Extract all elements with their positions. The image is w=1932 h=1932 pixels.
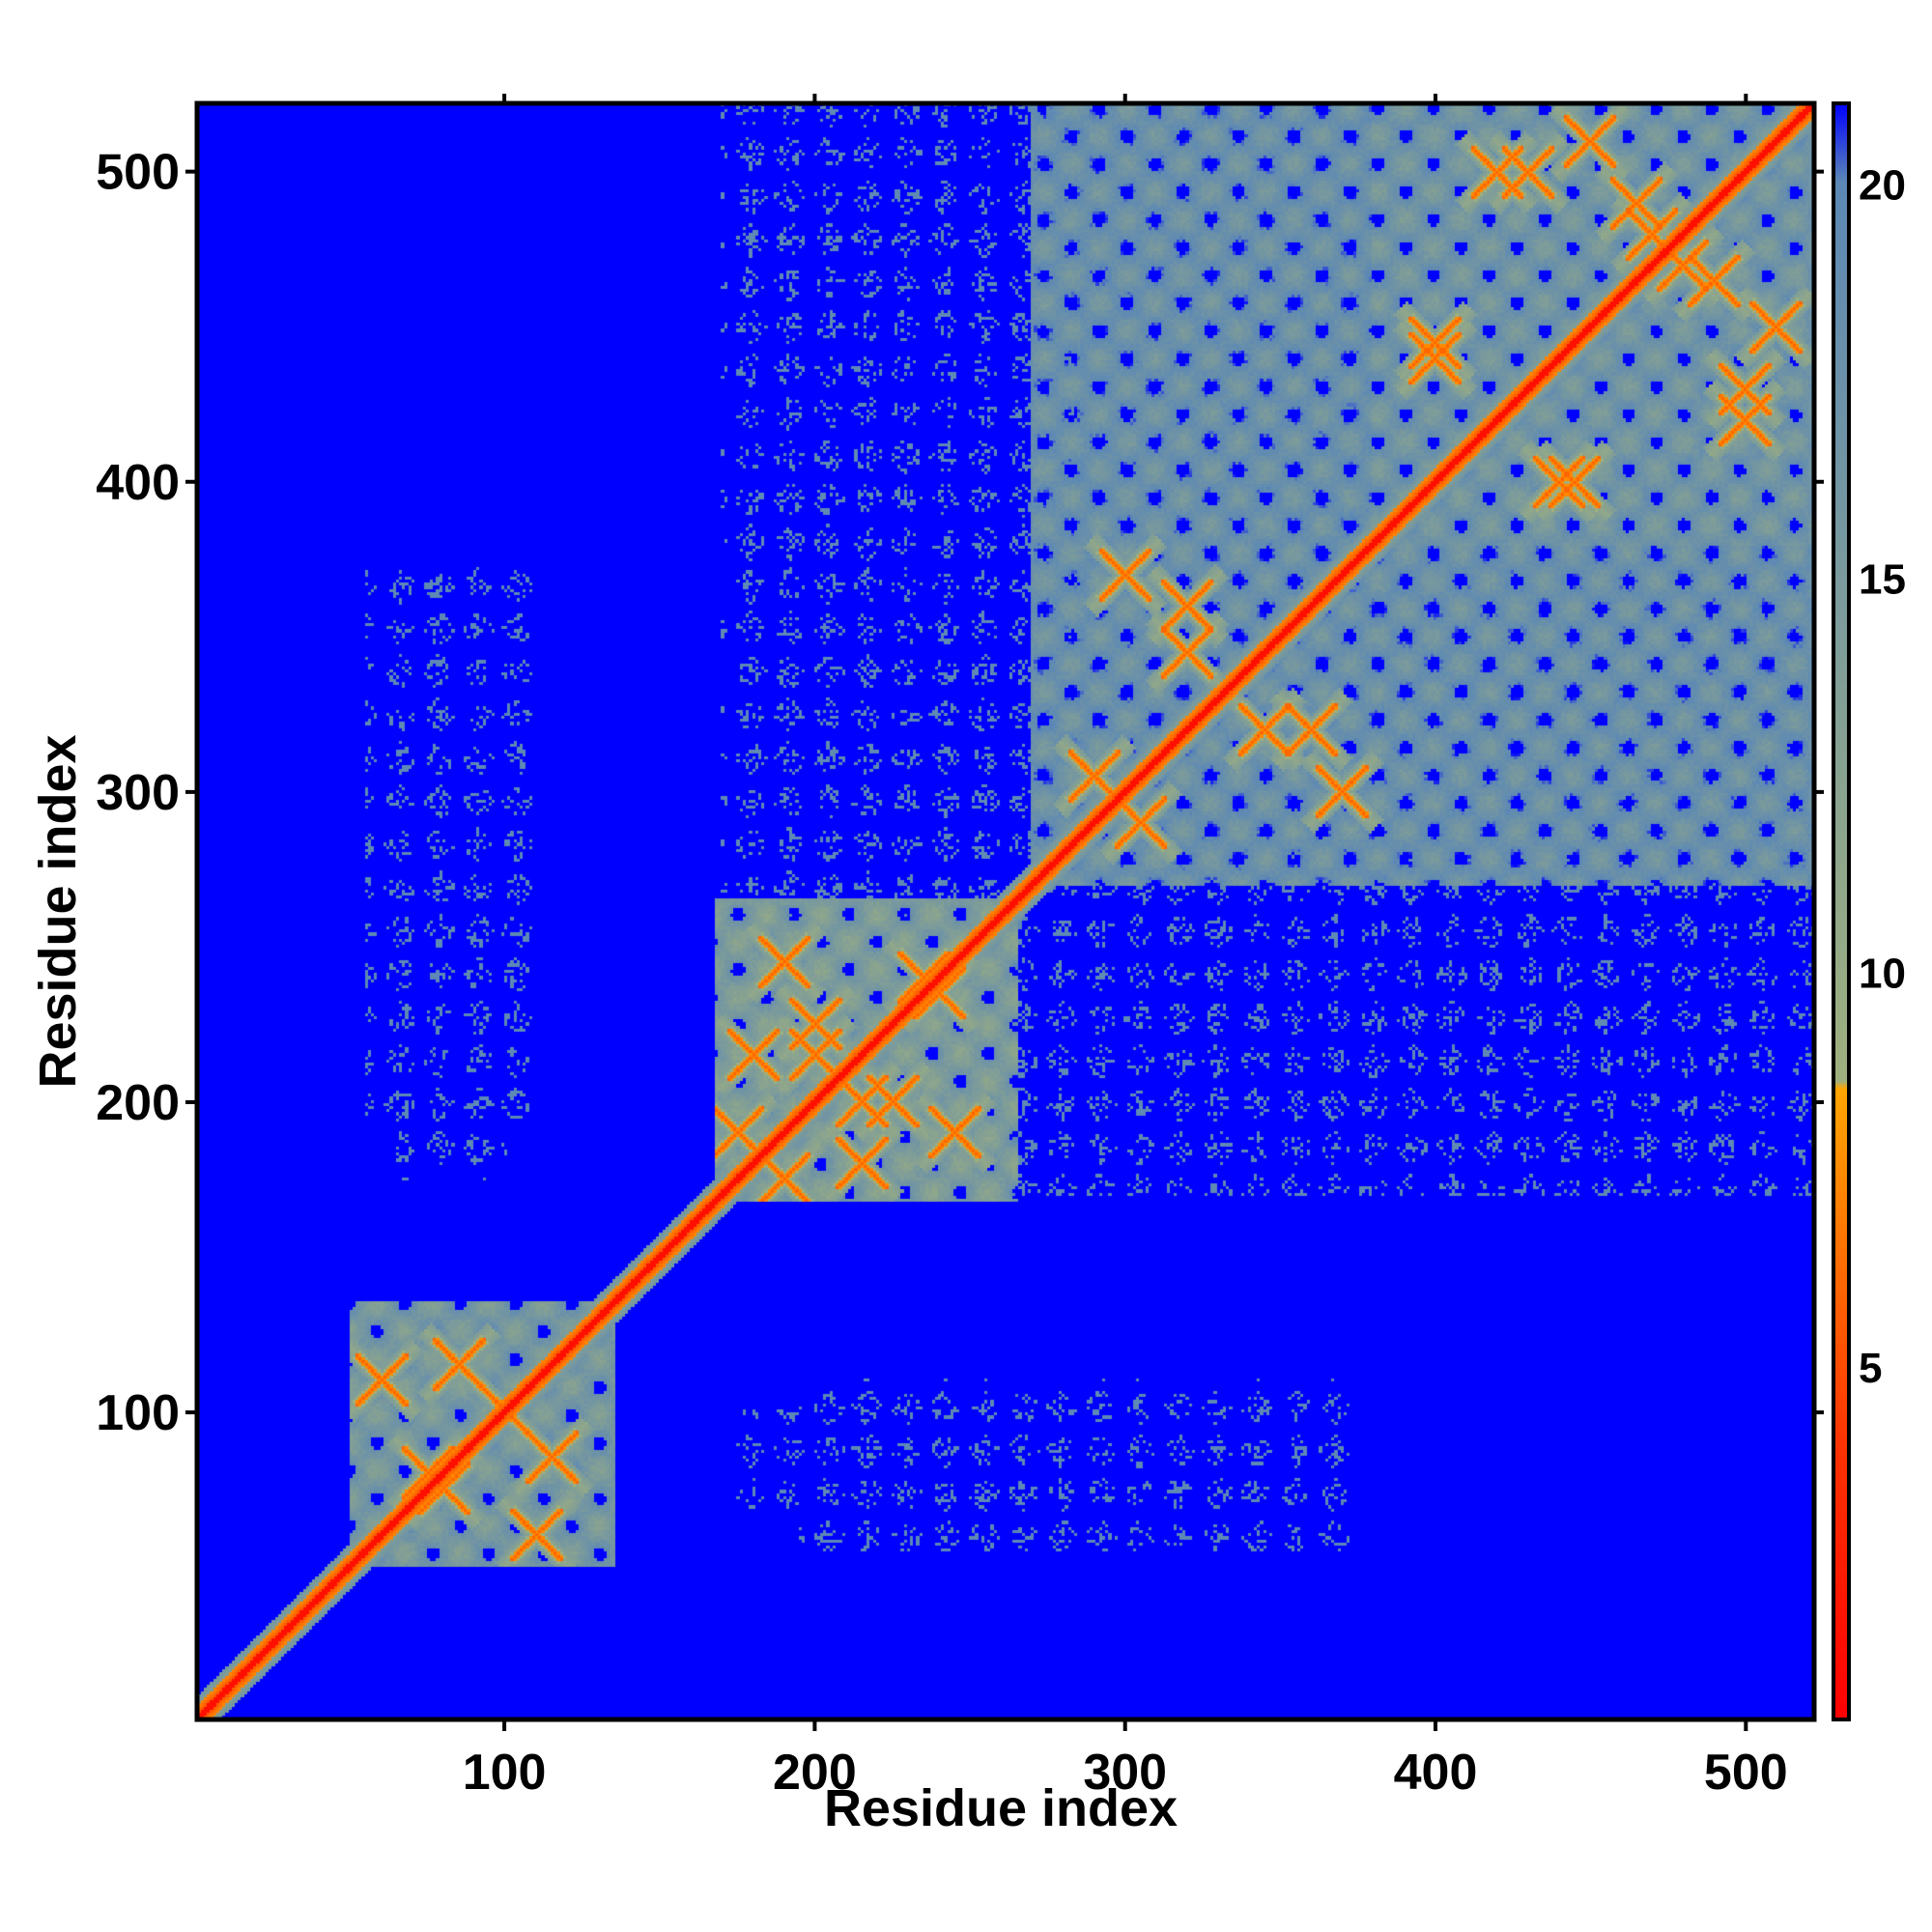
plot-frame: [194, 100, 1817, 1722]
y-tick-label: 400: [96, 455, 180, 511]
colorbar-tick-label: 5: [1859, 1345, 1882, 1392]
x-axis-label: Residue index: [824, 1779, 1178, 1837]
top-axis-ticks: [502, 94, 1748, 103]
colorbar: [1832, 101, 1851, 1721]
y-axis-label: Residue index: [29, 734, 87, 1088]
y-tick-label: 500: [96, 145, 180, 201]
x-tick-label: 200: [773, 1745, 857, 1801]
y-tick-label: 200: [96, 1075, 180, 1131]
heatmap-canvas: [197, 103, 1814, 1719]
colorbar-tick-label: 10: [1859, 951, 1906, 998]
y-tick-label: 100: [96, 1385, 180, 1441]
colorbar-tick-label: 20: [1859, 162, 1906, 210]
right-axis-ticks: [1814, 169, 1824, 1415]
x-tick-label: 300: [1083, 1745, 1167, 1801]
colorbar-tick-label: 15: [1859, 556, 1906, 604]
x-tick-label: 500: [1704, 1745, 1788, 1801]
x-tick-label: 400: [1394, 1745, 1478, 1801]
y-axis-ticks: 100 200 300 400 500: [96, 145, 197, 1441]
y-tick-label: 300: [96, 765, 180, 821]
heatmap-area: [197, 103, 1814, 1719]
x-tick-label: 100: [463, 1745, 547, 1801]
colorbar-ticks: 5 10 15 20: [1859, 162, 1906, 1392]
x-axis-ticks: 100 200 300 400 500: [463, 1719, 1788, 1801]
